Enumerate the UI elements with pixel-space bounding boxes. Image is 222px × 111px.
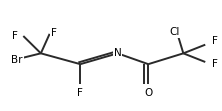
Text: Cl: Cl	[169, 27, 180, 37]
Text: F: F	[77, 88, 83, 98]
Text: F: F	[12, 31, 18, 41]
Text: F: F	[51, 28, 57, 38]
Text: F: F	[212, 36, 218, 46]
Text: F: F	[212, 59, 218, 69]
Text: Br: Br	[11, 55, 23, 65]
Text: N: N	[114, 48, 121, 58]
Text: O: O	[144, 88, 152, 98]
